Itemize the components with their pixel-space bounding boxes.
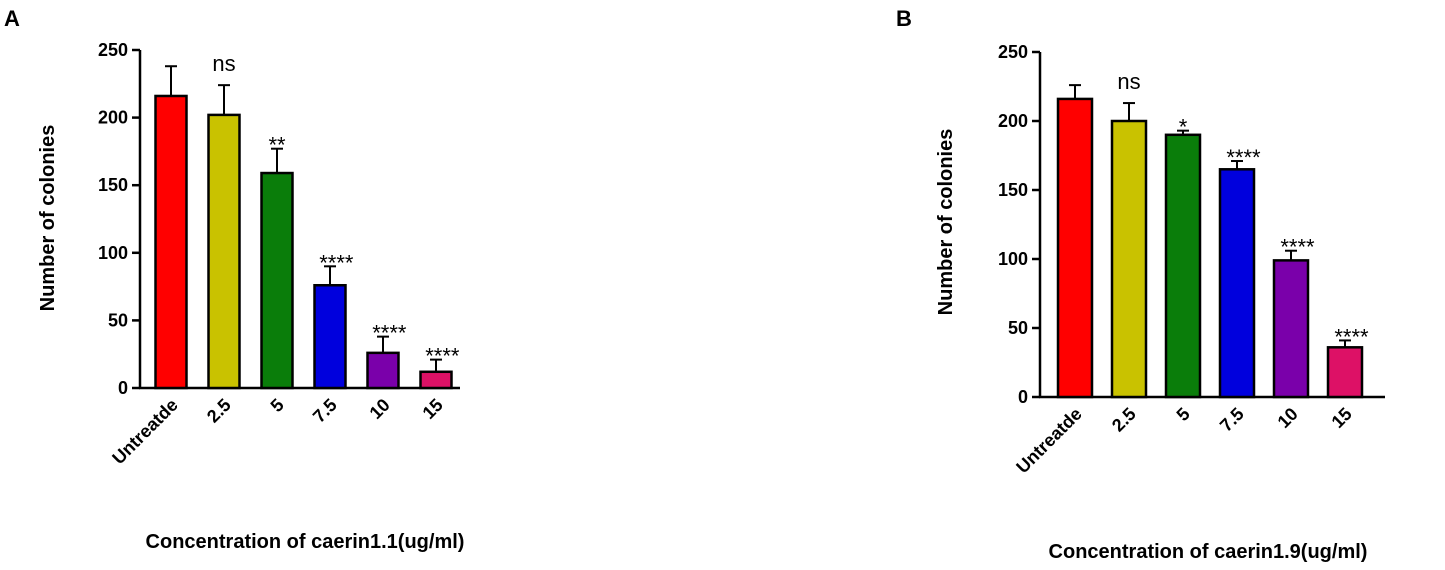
plot-area-a: 0 50 100 150 200 250 Untreatde ns 2.5 ** 5 **** 7.5 *… (98, 40, 460, 468)
significance-label: **** (1334, 324, 1369, 349)
bar (260, 171, 294, 390)
y-tick-label: 50 (1008, 318, 1028, 338)
y-tick-label: 150 (998, 180, 1028, 200)
significance-label: **** (1226, 145, 1261, 170)
bar (1272, 259, 1310, 399)
bar (1110, 119, 1148, 399)
significance-label: **** (425, 344, 460, 369)
y-tick-label: 250 (98, 40, 128, 60)
x-tick-label: 5 (1173, 404, 1194, 425)
chart-panel-b: B Number of colonies Concentration of ca… (896, 6, 1385, 563)
bar (154, 94, 188, 390)
x-tick-label: Untreatde (1012, 404, 1086, 478)
bar (366, 351, 400, 390)
y-axis-title-a: Number of colonies (37, 125, 59, 312)
y-tick-label: 250 (998, 42, 1028, 62)
x-tick-label: Untreatde (108, 395, 182, 469)
y-tick-label: 150 (98, 175, 128, 195)
x-tick-label: 2.5 (1108, 404, 1140, 436)
y-tick-label: 50 (108, 310, 128, 330)
x-tick-label: 2.5 (203, 395, 235, 427)
y-axis-title-b: Number of colonies (935, 129, 957, 316)
panel-letter-a: A (4, 6, 20, 31)
bar (207, 113, 241, 390)
x-axis-title-b: Concentration of caerin1.9(ug/ml) (1049, 541, 1368, 563)
significance-label: **** (1280, 235, 1315, 260)
y-tick-label: 200 (98, 108, 128, 128)
x-tick-label: 10 (366, 395, 394, 423)
x-tick-label: 15 (1328, 404, 1356, 432)
significance-label: ns (212, 51, 235, 76)
y-tick-label: 100 (98, 243, 128, 263)
bar (1056, 97, 1094, 399)
panel-letter-b: B (896, 6, 912, 31)
bar (419, 370, 453, 390)
x-axis-title-a: Concentration of caerin1.1(ug/ml) (146, 531, 465, 553)
significance-label: **** (372, 321, 407, 346)
x-tick-label: 7.5 (1216, 404, 1248, 436)
x-tick-label: 15 (419, 395, 447, 423)
bar (1326, 346, 1364, 399)
x-tick-label: 7.5 (309, 395, 341, 427)
y-tick-label: 200 (998, 111, 1028, 131)
significance-label: ** (268, 133, 286, 158)
bar (1164, 133, 1202, 399)
y-tick-label: 100 (998, 249, 1028, 269)
significance-label: ns (1117, 69, 1140, 94)
significance-label: **** (319, 250, 354, 275)
bar (313, 283, 347, 390)
y-tick-label: 0 (118, 378, 128, 398)
y-tick-label: 0 (1018, 387, 1028, 407)
x-tick-label: 5 (267, 395, 288, 416)
x-tick-label: 10 (1274, 404, 1302, 432)
chart-panel-a: A Number of colonies Concentration of ca… (4, 6, 464, 553)
bar (1218, 168, 1256, 399)
significance-label: * (1179, 115, 1188, 140)
plot-area-b: 0 50 100 150 200 250 Untreatde ns 2.5 * 5 **** 7.5 **… (998, 42, 1385, 477)
